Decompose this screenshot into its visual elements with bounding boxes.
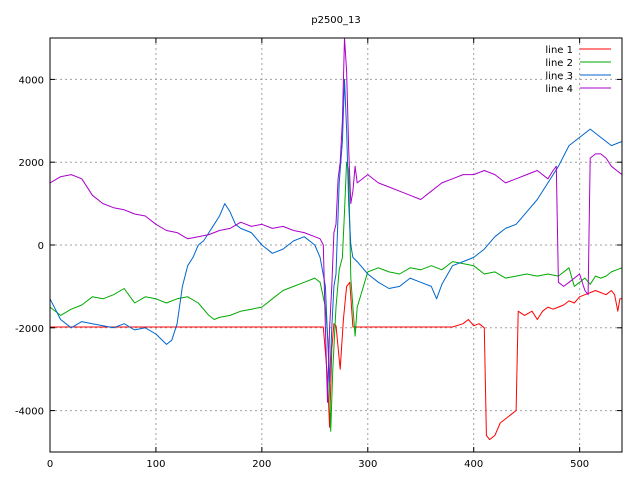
grid — [49, 38, 622, 452]
x-tick-label: 500 — [570, 459, 589, 470]
legend-label-4: line 4 — [545, 84, 573, 95]
y-tick-label: -4000 — [15, 407, 44, 418]
series-line-1 — [50, 281, 622, 441]
x-tick-label: 400 — [464, 459, 483, 470]
series-group — [50, 38, 622, 441]
legend-label-2: line 2 — [545, 58, 573, 69]
legend-label-1: line 1 — [545, 45, 573, 56]
legend: line 1 line 2 line 3 line 4 — [545, 45, 611, 95]
chart-title: p2500_13 — [311, 15, 361, 26]
y-tick-label: 4000 — [19, 75, 44, 86]
y-tick-label: -2000 — [15, 324, 44, 335]
legend-label-3: line 3 — [545, 71, 573, 82]
x-tick-label: 100 — [146, 459, 165, 470]
y-tick-label: 2000 — [19, 158, 44, 169]
axes: 0 100 200 300 400 500 -4000 -2000 0 2000 4000 — [15, 38, 622, 470]
series-line-3 — [50, 78, 622, 383]
x-tick-label: 200 — [252, 459, 271, 470]
x-tick-label: 300 — [358, 459, 377, 470]
y-tick-label: 0 — [38, 241, 44, 252]
series-line-4 — [50, 38, 622, 403]
series-line-2 — [50, 161, 622, 432]
x-tick-label: 0 — [47, 459, 53, 470]
